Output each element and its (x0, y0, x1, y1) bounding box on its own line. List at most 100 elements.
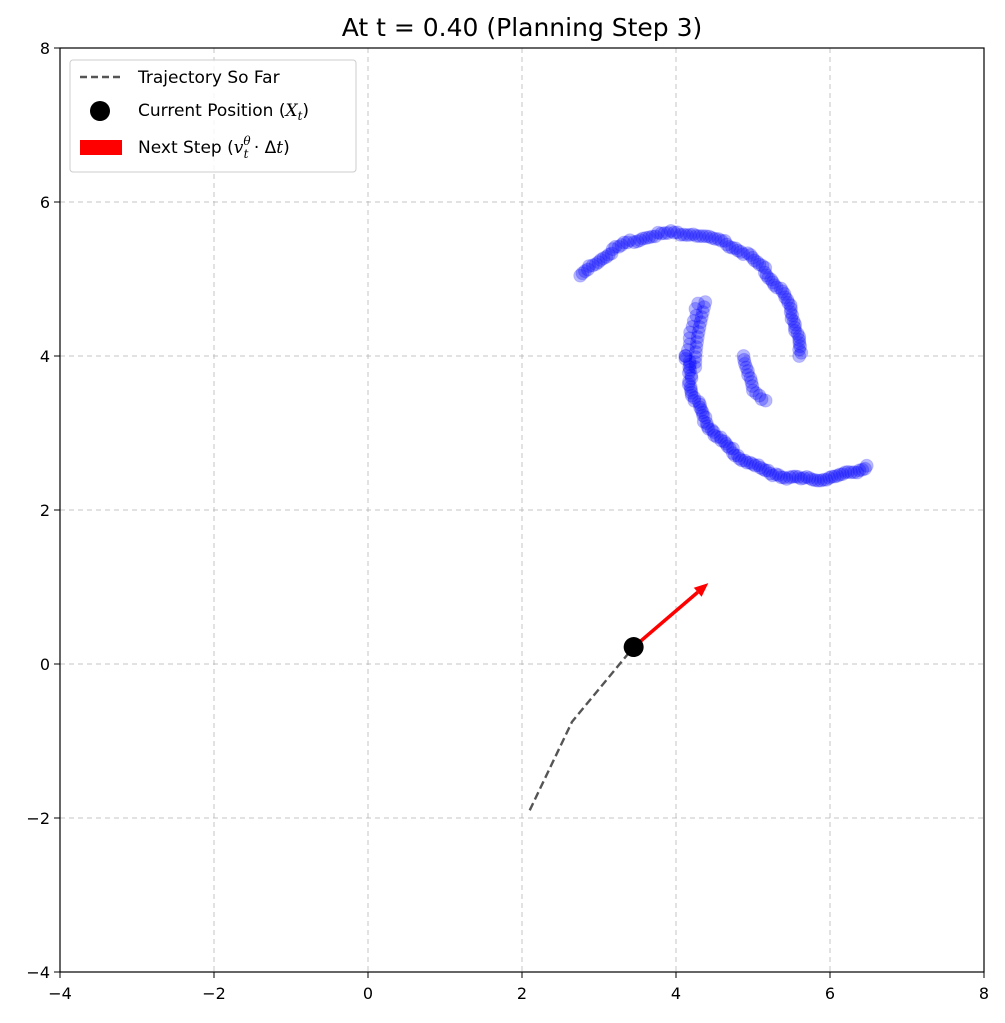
target-point (769, 280, 784, 295)
target-point (678, 349, 693, 363)
target-point (768, 467, 783, 482)
target-point (691, 296, 706, 311)
target-point (573, 268, 588, 283)
target-point (777, 286, 792, 301)
next-step-arrow-head (693, 583, 709, 597)
target-point (642, 230, 657, 245)
target-point (852, 463, 867, 478)
target-point (850, 465, 865, 480)
target-point (681, 365, 696, 380)
target-point (774, 470, 789, 485)
target-point (794, 345, 809, 360)
target-point (701, 421, 716, 436)
target-point (663, 224, 678, 239)
target-point (680, 343, 695, 358)
target-point (785, 308, 800, 323)
target-point (676, 227, 691, 242)
target-point (660, 226, 675, 241)
target-point (593, 252, 608, 267)
target-point (639, 231, 654, 246)
target-point (730, 243, 745, 258)
target-point (717, 434, 732, 449)
target-point (694, 403, 709, 418)
target-point (757, 265, 772, 280)
target-point (651, 225, 666, 240)
target-point (614, 238, 629, 253)
legend-current-swatch (90, 101, 110, 121)
target-point (700, 419, 715, 434)
target-point (599, 249, 614, 264)
next-step-series (632, 583, 709, 649)
target-point (582, 259, 597, 274)
current-position-series (623, 637, 644, 658)
target-point (793, 339, 808, 354)
target-point (754, 392, 769, 407)
target-point (630, 234, 645, 249)
target-point (702, 229, 717, 244)
target-point (686, 227, 701, 242)
x-tick-label: 0 (363, 984, 373, 1003)
target-point (784, 311, 799, 326)
target-point (791, 470, 806, 485)
target-point (683, 379, 698, 394)
target-point (792, 349, 807, 363)
target-point (764, 272, 779, 287)
target-point (743, 371, 758, 386)
target-point (753, 460, 768, 475)
target-point (743, 455, 758, 470)
target-point (751, 458, 766, 473)
target-point (689, 340, 704, 355)
y-tick-label: 8 (40, 39, 50, 58)
legend-current-label: Current Position (Xt) (138, 101, 309, 123)
target-point (765, 275, 780, 290)
target-point (688, 301, 703, 316)
target-point (783, 301, 798, 316)
target-point (697, 300, 712, 315)
target-point (633, 233, 648, 248)
target-point (767, 278, 782, 293)
target-point (688, 345, 703, 360)
target-point (758, 393, 773, 408)
target-point (736, 247, 751, 262)
target-point (740, 246, 755, 261)
target-point (787, 317, 802, 332)
target-point (709, 429, 724, 444)
target-point (835, 467, 850, 482)
target-point (714, 433, 729, 448)
target-point (654, 226, 669, 241)
target-point (694, 310, 709, 325)
target-point (790, 326, 805, 341)
target-point (684, 385, 699, 400)
target-point (796, 470, 811, 485)
target-point (776, 470, 791, 485)
target-point (688, 360, 703, 375)
target-point (752, 257, 767, 272)
target-point (696, 408, 711, 423)
target-point (684, 371, 699, 386)
target-point (711, 232, 726, 247)
target-point (717, 233, 732, 248)
target-point (755, 462, 770, 477)
target-point (743, 247, 758, 262)
target-point (808, 473, 823, 488)
target-point (824, 469, 839, 484)
target-point (734, 453, 749, 468)
target-point (591, 255, 606, 270)
target-point (785, 469, 800, 484)
target-point (667, 225, 682, 240)
target-point (737, 352, 752, 367)
target-point (830, 468, 845, 483)
target-point (706, 425, 721, 440)
target-point (601, 247, 616, 262)
target-point (657, 226, 672, 241)
target-point (822, 470, 837, 485)
y-tick-label: 0 (40, 655, 50, 674)
x-tick-label: −2 (202, 984, 226, 1003)
target-point (693, 315, 708, 330)
target-point (708, 231, 723, 246)
y-tick-label: 4 (40, 347, 50, 366)
target-point (844, 465, 859, 480)
target-point (755, 258, 770, 273)
target-point (688, 355, 703, 370)
target-point (678, 351, 693, 366)
